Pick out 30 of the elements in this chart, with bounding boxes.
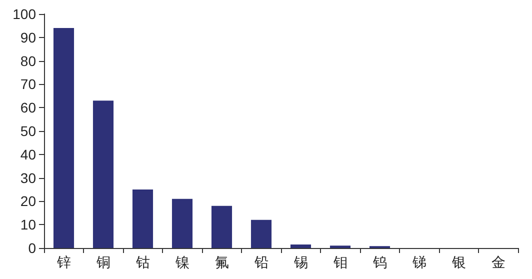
bar	[290, 244, 312, 248]
bar	[132, 190, 154, 248]
y-tick-label: 50	[20, 123, 36, 139]
x-tick-label: 铜	[95, 255, 110, 271]
x-tick-label: 铅	[253, 255, 268, 271]
y-tick-label: 30	[20, 170, 36, 186]
y-tick-label: 100	[12, 6, 36, 22]
x-tick-label: 锡	[292, 255, 308, 271]
bar	[250, 220, 272, 248]
x-tick-label: 镍	[174, 255, 190, 271]
y-tick-label: 10	[20, 216, 36, 233]
y-tick-label: 80	[20, 52, 36, 69]
x-tick-label: 钴	[134, 255, 150, 271]
bar	[53, 28, 74, 248]
y-tick-label: 20	[20, 193, 36, 210]
y-tick-label: 70	[20, 76, 36, 92]
x-tick-label: 锌	[56, 255, 71, 271]
y-tick-label: 90	[20, 29, 36, 46]
bar	[172, 198, 193, 248]
x-tick-label: 锑	[411, 255, 426, 271]
x-tick-label: 金	[491, 255, 506, 271]
x-tick-label: 钨	[372, 255, 387, 271]
y-tick-label: 40	[20, 146, 36, 162]
x-tick-label: 银	[450, 255, 466, 271]
bar	[211, 206, 232, 248]
x-tick-label: 钼	[332, 255, 348, 271]
bar	[92, 100, 114, 248]
y-tick-label: 0	[28, 240, 36, 256]
x-tick-label: 氟	[214, 255, 229, 271]
y-tick-label: 60	[20, 100, 36, 116]
